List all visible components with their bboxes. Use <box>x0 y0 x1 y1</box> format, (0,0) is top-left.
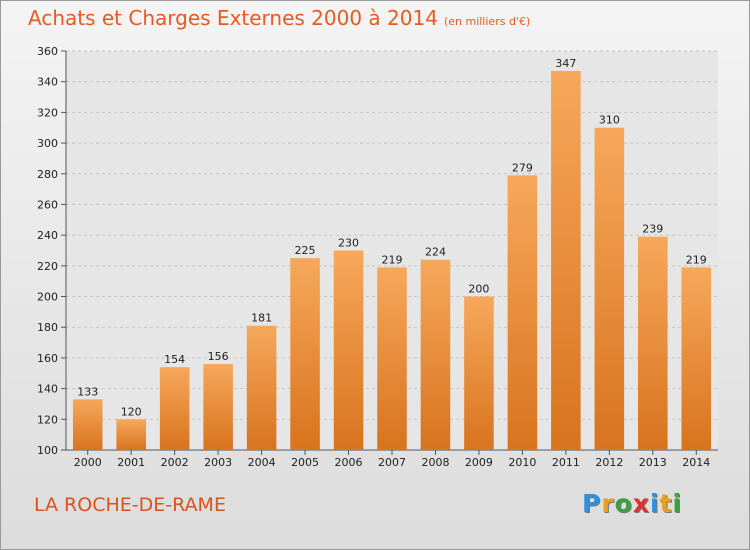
y-tick-label: 160 <box>37 352 58 365</box>
logo-letter: o <box>614 489 633 518</box>
x-tick-label: 2007 <box>378 456 406 469</box>
data-label: 181 <box>251 312 272 325</box>
data-label: 154 <box>164 353 185 366</box>
x-tick-label: 2014 <box>682 456 710 469</box>
chart-title: Achats et Charges Externes 2000 à 2014 (e… <box>28 6 530 30</box>
x-tick-label: 2013 <box>639 456 667 469</box>
data-label: 120 <box>121 405 142 418</box>
x-tick-label: 2005 <box>291 456 319 469</box>
x-axis: 2000 2001 2002 2003 2004 2005 2006 2007 2008 2009… <box>74 450 710 469</box>
bars: 133 120 154 156 181 225 230 219 224 200 279 347 310 2… <box>72 57 712 451</box>
x-tick-label: 2000 <box>74 456 102 469</box>
bar <box>72 399 103 450</box>
bar <box>116 419 146 450</box>
y-tick-label: 320 <box>37 106 58 119</box>
x-tick-label: 2009 <box>465 456 493 469</box>
x-tick-label: 2006 <box>335 456 363 469</box>
x-tick-label: 2002 <box>161 456 189 469</box>
y-tick-label: 200 <box>37 291 58 304</box>
logo-letter: t <box>659 489 673 518</box>
data-label: 219 <box>382 253 403 266</box>
data-label: 219 <box>686 253 707 266</box>
x-tick-label: 2003 <box>204 456 232 469</box>
y-tick-label: 120 <box>37 413 58 426</box>
x-tick-label: 2010 <box>508 456 536 469</box>
bar <box>507 175 538 451</box>
y-tick-label: 100 <box>37 444 58 457</box>
chart-title-text: Achats et Charges Externes 2000 à 2014 <box>28 6 438 30</box>
logo-letter: r <box>601 489 615 518</box>
y-tick-label: 360 <box>37 45 58 58</box>
data-label: 156 <box>208 350 229 363</box>
y-tick-label: 300 <box>37 137 58 150</box>
bar <box>638 236 668 450</box>
data-label: 310 <box>599 114 620 127</box>
data-label: 239 <box>642 223 663 236</box>
y-tick-label: 340 <box>37 76 58 89</box>
bar <box>159 367 190 450</box>
place-name: LA ROCHE-DE-RAME <box>34 494 226 516</box>
bar <box>377 267 407 450</box>
y-tick-label: 240 <box>37 229 58 242</box>
y-tick-label: 220 <box>37 260 58 273</box>
data-label: 200 <box>468 283 489 296</box>
bar <box>420 259 451 450</box>
x-tick-label: 2004 <box>248 456 276 469</box>
proxiti-logo: Proxiti <box>582 489 682 518</box>
bar <box>594 127 625 450</box>
bar <box>203 364 233 450</box>
data-label: 230 <box>338 237 359 250</box>
logo-letter: x <box>632 489 650 518</box>
bar <box>246 325 277 450</box>
data-label: 347 <box>555 57 576 70</box>
y-tick-label: 180 <box>37 321 58 334</box>
bar <box>551 70 581 450</box>
x-tick-label: 2008 <box>421 456 449 469</box>
x-tick-label: 2012 <box>595 456 623 469</box>
y-tick-label: 260 <box>37 198 58 211</box>
data-label: 279 <box>512 161 533 174</box>
bar <box>464 296 494 450</box>
bar <box>290 258 320 450</box>
data-label: 224 <box>425 246 446 259</box>
bar <box>681 267 712 450</box>
x-tick-label: 2011 <box>552 456 580 469</box>
chart-unit: (en milliers d'€) <box>443 15 531 28</box>
logo-letter: P <box>582 489 602 518</box>
y-tick-label: 140 <box>37 383 58 396</box>
logo-letter: i <box>672 489 683 518</box>
x-tick-label: 2001 <box>117 456 145 469</box>
logo-letter: i <box>650 489 660 518</box>
y-tick-label: 280 <box>37 168 58 181</box>
data-label: 133 <box>77 385 98 398</box>
bar <box>333 250 364 450</box>
data-label: 225 <box>295 244 316 257</box>
